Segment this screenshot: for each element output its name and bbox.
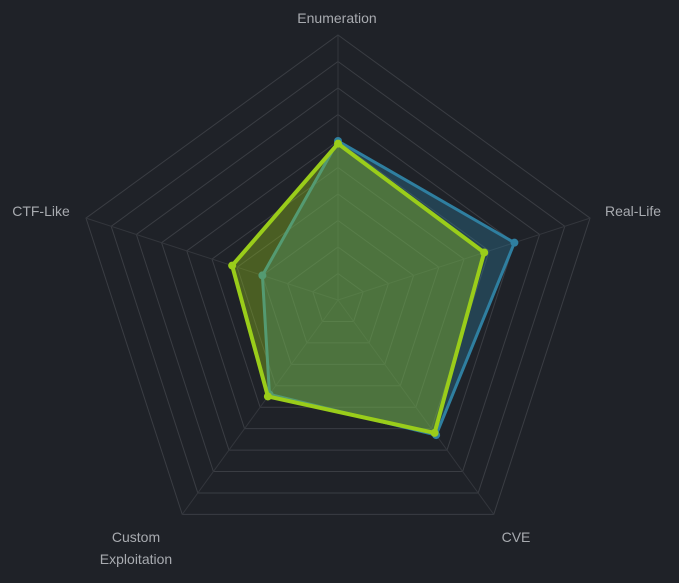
grid-ring bbox=[287, 246, 389, 344]
axis-spoke bbox=[85, 217, 339, 301]
series-area bbox=[230, 141, 487, 435]
grid-ring bbox=[110, 60, 566, 494]
grid-ring bbox=[135, 87, 541, 473]
grid-ring bbox=[236, 193, 440, 387]
data-point bbox=[480, 248, 489, 257]
category-label: CVE bbox=[501, 529, 531, 545]
data-point bbox=[334, 139, 342, 148]
data-point bbox=[228, 261, 237, 270]
grid-ring bbox=[261, 219, 415, 365]
grid-ring bbox=[160, 113, 516, 451]
axis-spoke bbox=[181, 299, 339, 515]
category-label: CTF-Like bbox=[12, 203, 70, 219]
data-point bbox=[430, 428, 439, 437]
grid-ring bbox=[211, 166, 465, 408]
category-label: Enumeration bbox=[297, 10, 377, 26]
grid-ring bbox=[312, 272, 364, 322]
category-label: Custom Exploitation bbox=[99, 529, 173, 567]
category-label: Real-Life bbox=[604, 203, 662, 219]
axis-spoke bbox=[337, 299, 495, 515]
grid-ring bbox=[186, 140, 490, 430]
data-point bbox=[263, 392, 272, 401]
grid-ring bbox=[85, 34, 591, 515]
axis-spoke bbox=[337, 217, 591, 301]
data-point bbox=[258, 271, 267, 280]
data-point bbox=[510, 238, 519, 247]
